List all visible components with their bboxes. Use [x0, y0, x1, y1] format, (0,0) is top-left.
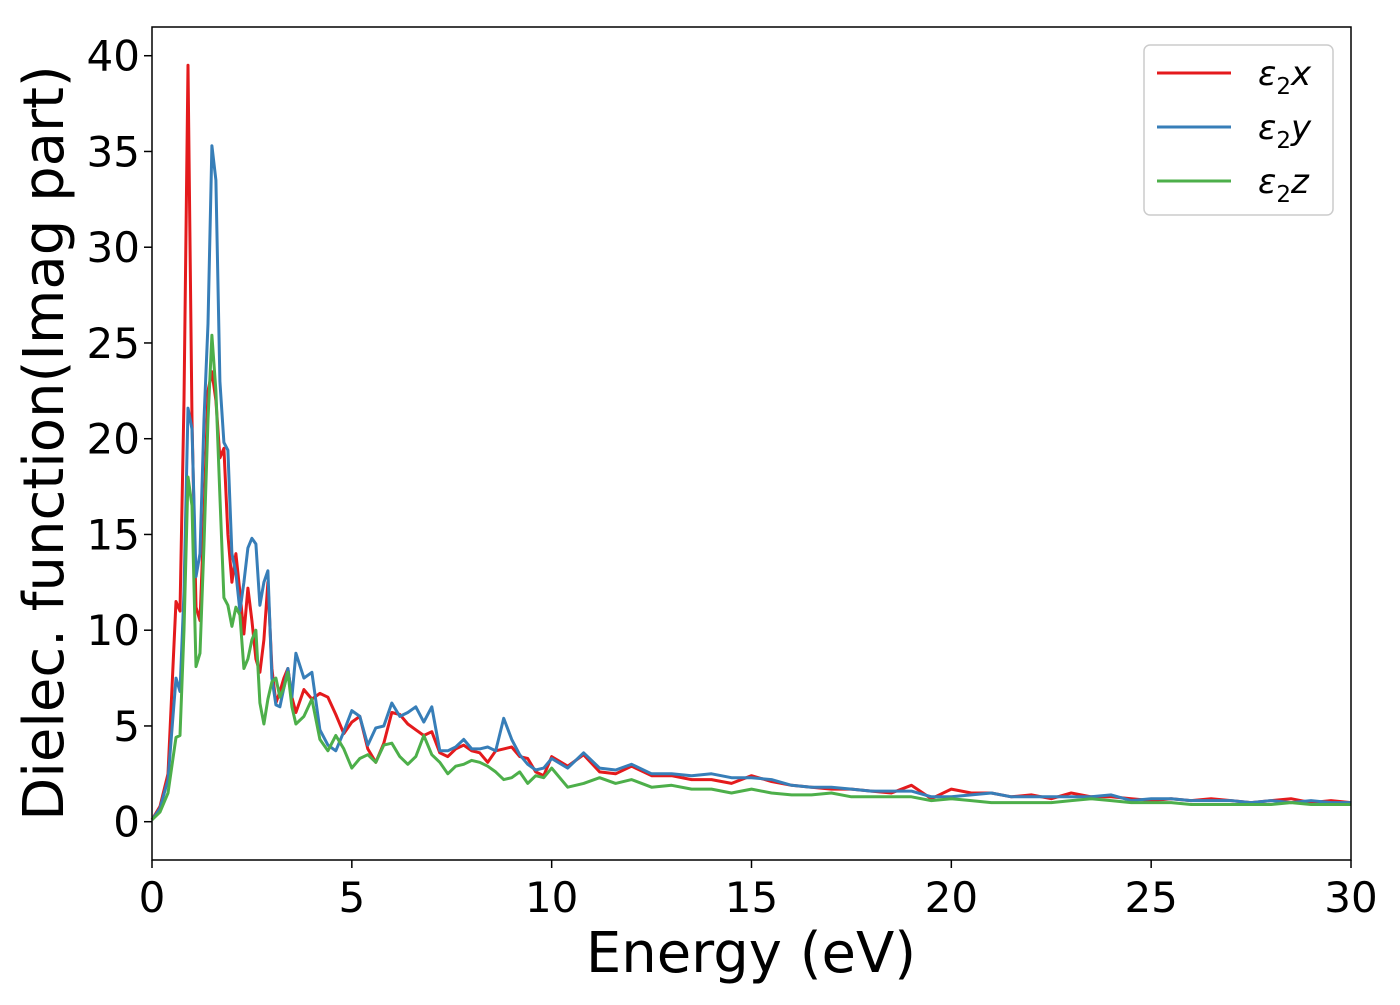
legend-label-y: ε2y: [1258, 108, 1312, 154]
legend-items: ε2x ε2y ε2z: [1157, 54, 1312, 208]
legend: ε2x ε2y ε2z: [1143, 44, 1334, 216]
x-axis-ticks: 0 5 10 15 20 25 30: [139, 860, 1378, 922]
y-axis-ticks: 0 5 10 15 20 25 30 35 40: [87, 32, 152, 847]
x-tick-label: 0: [139, 873, 166, 922]
x-tick-label: 15: [725, 873, 778, 922]
legend-label-x: ε2x: [1258, 54, 1312, 100]
y-tick-label: 15: [87, 510, 140, 559]
y-tick-label: 35: [87, 127, 140, 176]
legend-frame: [1143, 44, 1334, 216]
series-line-y: [150, 144, 1351, 821]
x-tick-label: 5: [338, 873, 365, 922]
y-tick-label: 40: [87, 32, 140, 81]
x-tick-label: 25: [1124, 873, 1177, 922]
y-tick-label: 30: [87, 223, 140, 272]
y-tick-label: 25: [87, 319, 140, 368]
x-tick-label: 20: [925, 873, 978, 922]
series-line-z: [150, 333, 1351, 821]
y-tick-label: 20: [87, 415, 140, 464]
y-tick-label: 10: [87, 606, 140, 655]
y-axis-label: Dielec. function(Imag part): [12, 65, 77, 821]
x-axis-label: Energy (eV): [586, 921, 916, 986]
series-layer: [150, 63, 1352, 821]
x-tick-label: 30: [1324, 873, 1377, 922]
y-tick-label: 0: [113, 798, 140, 847]
x-tick-label: 10: [525, 873, 578, 922]
legend-label-z: ε2z: [1258, 162, 1310, 208]
y-tick-label: 5: [113, 702, 140, 751]
